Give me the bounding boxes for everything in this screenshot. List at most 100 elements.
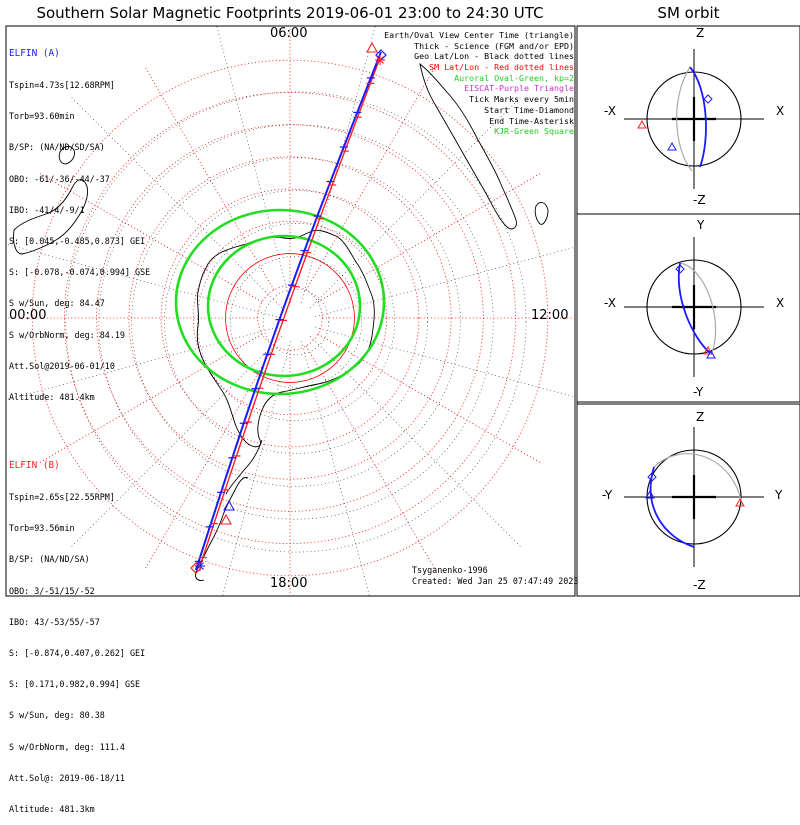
legend-entry: Earth/Oval View Center Time (triangle)	[384, 30, 574, 40]
footer: Tsyganenko-1996 Created: Wed Jan 25 07:4…	[412, 565, 578, 587]
elfin-a-line: IBO: -41/4/-9/1	[9, 204, 85, 215]
elfin-a-line: S w/Sun, deg: 84.47	[9, 298, 105, 309]
geo-longitude-line	[309, 96, 522, 309]
orbit-panel-frame	[576, 403, 800, 597]
orbit-view-triangle	[706, 349, 716, 359]
orbit-path-full	[679, 262, 717, 354]
sm-longitude-line	[38, 172, 263, 303]
orbit2-left-label: -X	[604, 296, 616, 310]
madagascar-coast	[534, 202, 549, 225]
elfin-b-line: Tspin=2.65s[22.55RPM]	[9, 492, 115, 503]
elfin-a-end-asterisk	[196, 562, 204, 570]
orbit-start-diamond	[647, 472, 657, 482]
elfin-b-start-diamond	[190, 562, 202, 574]
antarctic-peninsula	[225, 439, 263, 495]
elfin-a-line: Att.Sol@2019-06-01/10	[9, 360, 115, 371]
sm-longitude-line	[144, 345, 275, 570]
elfin-b-name: ELFIN (B)	[9, 459, 60, 471]
legend-entry: Auroral Oval-Green, kp=2	[454, 72, 574, 83]
sm-longitude-line	[38, 333, 263, 464]
elfin-b-track	[199, 57, 381, 567]
local-time-left: 00:00	[9, 308, 47, 323]
auroral-oval-outer	[174, 208, 386, 396]
orbit-start-diamond	[703, 94, 713, 104]
geo-latitude-circle	[229, 255, 363, 389]
elfin-a-line: Tspin=4.73s[12.68RPM]	[9, 80, 115, 91]
elfin-b-info: ELFIN (B) Tspin=2.65s[22.55RPM] Torb=93.…	[9, 440, 145, 825]
orbit3-bottom-label: -Z	[693, 578, 706, 592]
local-time-right: 12:00	[531, 308, 569, 323]
elfin-a-line: OBO: -61/-36/-44/-37	[9, 173, 110, 184]
geo-longitude-line	[70, 96, 283, 309]
legend-entry: SM Lat/Lon - Red dotted lines	[429, 62, 574, 73]
geo-longitude-line	[309, 335, 522, 548]
orbit-path-full	[676, 66, 693, 172]
orbit3-top-label: Z	[696, 410, 705, 424]
elfin-b-view-triangle	[366, 41, 378, 53]
geo-longitude-line	[315, 246, 575, 318]
legend-entry: Thick - Science (FGM and/or EPD)	[414, 40, 574, 51]
geo-longitude-line	[6, 326, 277, 401]
map-frame	[5, 25, 576, 597]
elfin-a-name: ELFIN (A)	[9, 47, 60, 59]
orbit-path-segment	[689, 66, 707, 168]
geo-latitude-circle	[65, 91, 527, 553]
sm-latitude-circle	[257, 285, 323, 351]
geo-longitude-line	[6, 243, 277, 318]
orbit-view-triangle	[735, 497, 745, 507]
elfin-a-line: Altitude: 481.4km	[9, 392, 95, 403]
elfin-a-line: Torb=93.60min	[9, 111, 75, 122]
geo-latitude-circle	[164, 190, 428, 454]
geo-longitude-line	[300, 341, 370, 596]
created-label: Created: Wed Jan 25 07:47:49 2023	[412, 575, 579, 586]
elfin-b-line: S: [-0.874,0.407,0.262] GEI	[9, 648, 146, 659]
elfin-a-line: S: [0.045,-0.485,0.873] GEI	[9, 236, 146, 247]
auroral-ovals	[174, 208, 386, 396]
sm-latitude-circle	[128, 156, 452, 480]
orbit2-top-label: Y	[697, 218, 705, 232]
sm-latitude-circle	[31, 59, 549, 577]
auroral-oval-inner	[206, 234, 362, 378]
elfin-b-line: Att.Sol@: 2019-06-18/11	[9, 772, 125, 783]
orbit3-right-label: Y	[775, 488, 783, 502]
orbit1-bottom-label: -Z	[693, 193, 706, 207]
elfin-tracks	[190, 41, 387, 574]
elfin-b-line: S w/OrbNorm, deg: 111.4	[9, 741, 125, 752]
polar-map	[6, 26, 575, 596]
south-america-coast	[195, 477, 249, 581]
sm-longitude-line	[305, 66, 436, 291]
elfin-a-view-triangle	[223, 499, 235, 511]
australia-coast	[13, 179, 89, 255]
geo-longitude-line	[70, 335, 283, 548]
elfin-a-line: S w/OrbNorm, deg: 84.19	[9, 329, 125, 340]
elfin-b-line: OBO: 3/-51/15/-52	[9, 585, 95, 596]
figure-title: Southern Solar Magnetic Footprints 2019-…	[36, 4, 544, 22]
africa-coast	[419, 62, 517, 230]
orbit2-right-label: X	[776, 296, 785, 310]
legend-entry: EISCAT-Purple Triangle	[464, 83, 574, 94]
orbit-panel-frame	[576, 213, 800, 403]
orbit-view-triangle	[645, 489, 655, 499]
elfin-b-line: Torb=93.56min	[9, 523, 75, 534]
orbit1-top-label: Z	[696, 26, 705, 40]
orbit-view-triangle	[637, 119, 647, 129]
sm-latitude-circle	[96, 124, 484, 512]
orbit-path-segment	[649, 466, 695, 548]
geo-longitude-line	[222, 341, 292, 596]
geo-longitude-line	[216, 26, 292, 303]
geo-latitude-circle	[197, 223, 395, 421]
sm-latitude-circle	[192, 220, 388, 416]
geo-grid	[6, 26, 575, 596]
geo-latitude-circle	[262, 288, 330, 356]
sm-longitude-line	[317, 333, 542, 464]
sm-latitude-circle	[225, 253, 355, 383]
elfin-b-line: Altitude: 481.3km	[9, 804, 95, 815]
legend: Earth/Oval View Center Time (triangle) T…	[384, 30, 574, 137]
elfin-b-line: B/SP: (NA/ND/SA)	[9, 554, 90, 565]
sm-longitude-line	[144, 66, 275, 291]
legend-entry: Start Time-Diamond	[484, 104, 574, 115]
elfin-b-line: S w/Sun, deg: 80.38	[9, 710, 105, 721]
orbit-start-diamond	[675, 264, 685, 274]
orbit-view-triangle	[703, 345, 713, 355]
orbit-path-segment	[678, 262, 711, 354]
